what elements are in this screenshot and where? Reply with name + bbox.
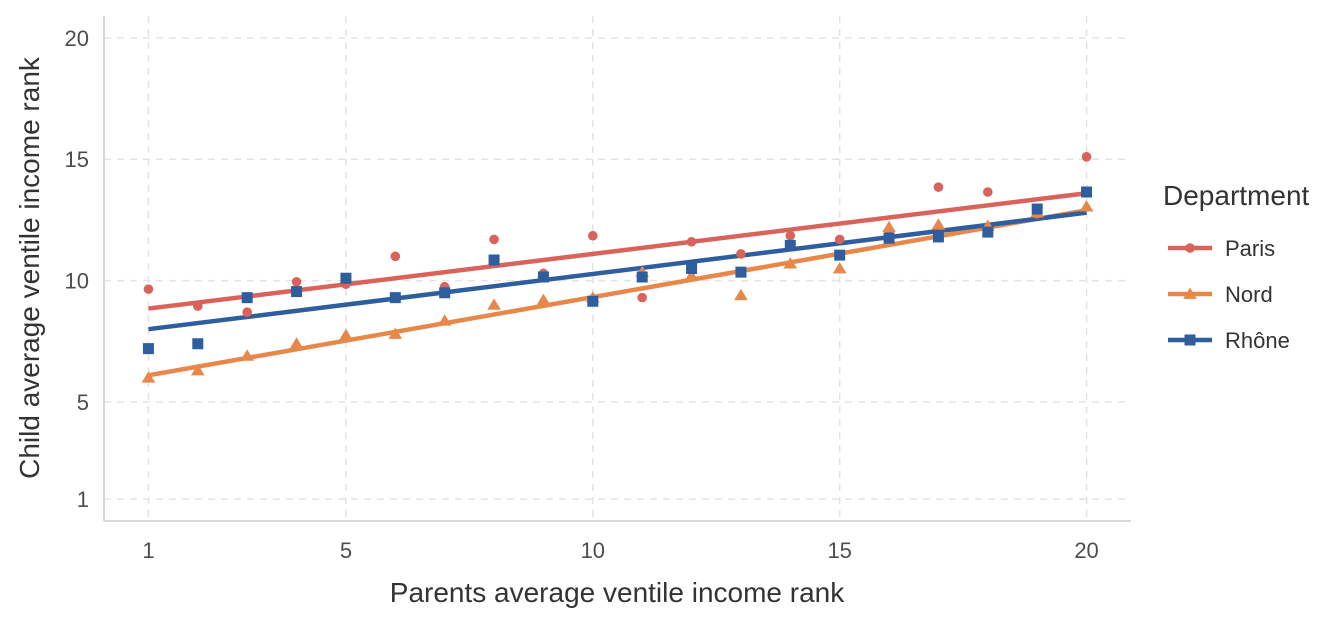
- legend-item-paris: Paris: [1168, 236, 1275, 261]
- point-nord-12: [684, 269, 699, 281]
- point-paris-13: [736, 249, 746, 259]
- point-rh-ne-14: [784, 239, 796, 251]
- x-tick-label-20: 20: [1074, 538, 1098, 563]
- point-rh-ne-20: [1081, 186, 1093, 198]
- x-axis-ticks: 1 5 10 15 20: [142, 538, 1098, 563]
- point-rh-ne-11: [636, 271, 648, 283]
- legend-key-marker-nord: [1183, 287, 1197, 299]
- legend-title: Department: [1163, 180, 1310, 211]
- point-rh-ne-17: [932, 231, 944, 243]
- point-rh-ne-12: [686, 263, 698, 274]
- trend-line-nord: [148, 208, 1087, 378]
- point-paris-3: [242, 307, 252, 318]
- point-rh-ne-2: [192, 338, 204, 350]
- point-paris-17: [933, 182, 944, 192]
- point-rh-ne-16: [883, 232, 895, 244]
- point-nord-17: [931, 218, 946, 230]
- x-tick-label-5: 5: [340, 538, 352, 563]
- legend-item-nord: Nord: [1168, 282, 1273, 307]
- legend-key-marker-paris: [1185, 243, 1195, 253]
- trend-line-paris: [148, 191, 1087, 311]
- x-tick-label-1: 1: [142, 538, 154, 563]
- point-nord-14: [783, 257, 798, 269]
- legend-label-nord: Nord: [1225, 282, 1273, 307]
- point-paris-1: [143, 284, 154, 294]
- y-tick-label-10: 10: [65, 269, 89, 294]
- point-rh-ne-4: [291, 286, 303, 298]
- legend: Department Paris Nord Rhône: [1163, 180, 1310, 353]
- point-paris-15: [834, 234, 845, 245]
- point-nord-8: [487, 298, 501, 310]
- x-tick-label-15: 15: [827, 538, 851, 563]
- legend-label-rh-ne: Rhône: [1225, 328, 1290, 353]
- point-nord-5: [339, 328, 353, 341]
- legend-label-paris: Paris: [1225, 236, 1275, 261]
- point-rh-ne-5: [340, 272, 352, 284]
- grid: [104, 16, 1131, 521]
- point-rh-ne-18: [982, 226, 994, 238]
- point-rh-ne-7: [439, 287, 451, 299]
- point-nord-13: [734, 288, 748, 301]
- x-axis-title: Parents average ventile income rank: [390, 577, 845, 608]
- point-rh-ne-6: [389, 292, 401, 304]
- point-nord-7: [437, 314, 452, 326]
- point-paris-11: [637, 292, 647, 303]
- point-rh-ne-9: [537, 271, 549, 283]
- point-rh-ne-15: [834, 249, 846, 261]
- legend-item-rh-ne: Rhône: [1168, 328, 1290, 353]
- point-nord-16: [882, 220, 896, 233]
- point-nord-2: [190, 363, 205, 376]
- point-nord-4: [289, 337, 304, 349]
- point-paris-6: [390, 251, 401, 262]
- point-rh-ne-8: [488, 254, 500, 266]
- point-paris-4: [291, 277, 302, 287]
- point-rh-ne-13: [735, 266, 747, 278]
- point-rh-ne-10: [587, 295, 599, 307]
- point-paris-8: [489, 234, 499, 245]
- trend-lines: [148, 191, 1087, 378]
- legend-key-marker-rh-ne: [1184, 334, 1196, 346]
- point-nord-20: [1079, 200, 1094, 212]
- point-paris-10: [588, 230, 598, 241]
- point-paris-12: [686, 236, 697, 247]
- point-nord-15: [832, 262, 847, 274]
- y-tick-label-20: 20: [65, 26, 89, 51]
- data-points: [141, 152, 1094, 383]
- point-nord-9: [536, 293, 551, 305]
- point-rh-ne-3: [241, 292, 253, 304]
- point-paris-20: [1081, 152, 1092, 162]
- point-rh-ne-1: [142, 343, 154, 355]
- point-nord-6: [388, 327, 403, 339]
- trend-line-rh-ne: [148, 210, 1087, 332]
- point-paris-14: [785, 230, 796, 241]
- y-tick-label-15: 15: [65, 147, 89, 172]
- y-tick-label-1: 1: [77, 487, 89, 512]
- point-paris-2: [193, 301, 203, 311]
- y-tick-label-5: 5: [77, 390, 89, 415]
- y-axis-title: Child average ventile income rank: [14, 56, 45, 479]
- point-nord-1: [141, 371, 156, 383]
- point-paris-18: [983, 187, 993, 197]
- x-tick-label-10: 10: [581, 538, 605, 563]
- point-nord-3: [240, 349, 255, 361]
- point-rh-ne-19: [1031, 203, 1043, 215]
